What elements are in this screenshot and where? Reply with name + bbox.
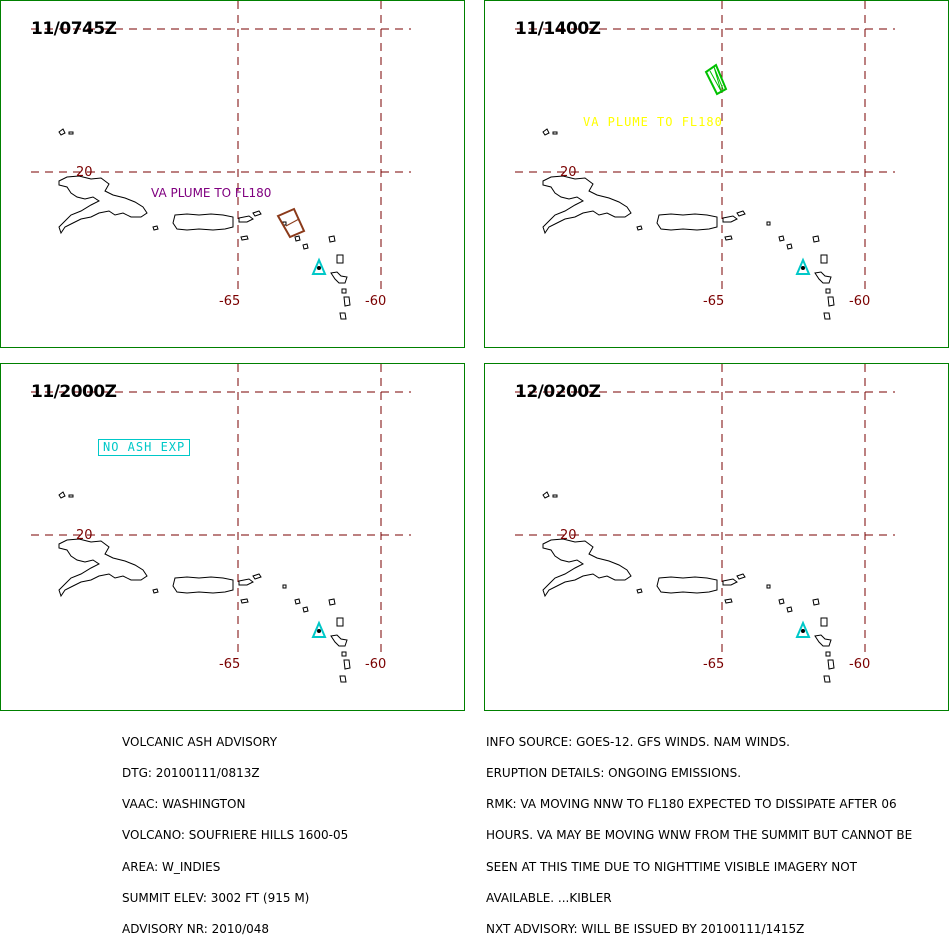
- advisory-line: NXT ADVISORY: WILL BE ISSUED BY 20100111…: [486, 922, 805, 937]
- advisory-line: DTG: 20100111/0813Z: [122, 766, 260, 781]
- volcano-triangle: [795, 620, 811, 638]
- longitude-label-east: -60: [849, 294, 871, 309]
- plume-description: VA PLUME TO FL180: [151, 186, 272, 200]
- valid-time-label: 11/0745Z: [31, 19, 117, 39]
- longitude-label-east: -60: [849, 657, 871, 672]
- longitude-label-west: -65: [703, 657, 725, 672]
- volcano-marker: [311, 620, 327, 638]
- ash-polygon: [704, 63, 728, 96]
- longitude-label-west: -65: [219, 294, 241, 309]
- volcano-marker: [311, 257, 327, 275]
- graticule: [31, 1, 411, 291]
- volcano-marker: [795, 620, 811, 638]
- plume-description: NO ASH EXP: [98, 439, 191, 456]
- advisory-line: VOLCANO: SOUFRIERE HILLS 1600-05: [122, 828, 349, 843]
- map-canvas: [31, 364, 411, 683]
- map-canvas: [31, 1, 411, 320]
- latitude-label: 20: [76, 528, 93, 543]
- volcano-triangle: [311, 257, 327, 275]
- valid-time-label: 12/0200Z: [515, 382, 601, 402]
- volcano-marker: [795, 257, 811, 275]
- map-canvas: [515, 364, 895, 683]
- advisory-line: INFO SOURCE: GOES-12. GFS WINDS. NAM WIN…: [486, 734, 790, 749]
- advisory-line: AREA: W_INDIES: [122, 859, 221, 874]
- advisory-line: ERUPTION DETAILS: ONGOING EMISSIONS.: [486, 766, 742, 781]
- map-canvas: [515, 1, 895, 320]
- advisory-line: SUMMIT ELEV: 3002 FT (915 M): [122, 890, 310, 905]
- graticule: [31, 364, 411, 654]
- advisory-right: INFO SOURCE: GOES-12. GFS WINDS. NAM WIN…: [486, 716, 912, 945]
- latitude-label: 20: [76, 165, 93, 180]
- coastline: [58, 491, 351, 683]
- map-panel-3: 11/2000Z 20 -65 -60 NO ASH EXP: [0, 363, 465, 711]
- graticule: [515, 1, 895, 291]
- volcano-triangle: [795, 257, 811, 275]
- advisory-line: ADVISORY NR: 2010/048: [122, 922, 270, 937]
- valid-time-label: 11/2000Z: [31, 382, 117, 402]
- valid-time-label: 11/1400Z: [515, 19, 601, 39]
- longitude-label-west: -65: [219, 657, 241, 672]
- latitude-label: 20: [560, 528, 577, 543]
- longitude-label-east: -60: [365, 294, 387, 309]
- advisory-left: VOLCANIC ASH ADVISORY DTG: 20100111/0813…: [122, 716, 348, 945]
- volcano-summit-dot: [317, 629, 321, 633]
- plume-description: VA PLUME TO FL180: [583, 115, 723, 129]
- ash-polygon: [276, 207, 306, 239]
- map-panel-2: 11/1400Z 20 -65 -60 VA PLUME TO FL180: [484, 0, 949, 348]
- coastline: [58, 128, 351, 320]
- coastline: [542, 491, 835, 683]
- advisory-line: RMK: VA MOVING NNW TO FL180 EXPECTED TO …: [486, 797, 897, 812]
- volcano-summit-dot: [801, 629, 805, 633]
- graticule: [515, 364, 895, 654]
- advisory-line: HOURS. VA MAY BE MOVING WNW FROM THE SUM…: [486, 828, 913, 843]
- map-panel-4: 12/0200Z 20 -65 -60: [484, 363, 949, 711]
- longitude-label-west: -65: [703, 294, 725, 309]
- advisory-line: VOLCANIC ASH ADVISORY: [122, 734, 278, 749]
- volcano-summit-dot: [801, 266, 805, 270]
- coastline: [542, 128, 835, 320]
- advisory-line: VAAC: WASHINGTON: [122, 797, 246, 812]
- longitude-label-east: -60: [365, 657, 387, 672]
- volcano-summit-dot: [317, 266, 321, 270]
- volcano-triangle: [311, 620, 327, 638]
- map-panel-1: 11/0745Z 20 -65 -60 VA PLUME TO FL180: [0, 0, 465, 348]
- advisory-line: SEEN AT THIS TIME DUE TO NIGHTTIME VISIB…: [486, 859, 857, 874]
- advisory-line: AVAILABLE. ...KIBLER: [486, 890, 612, 905]
- latitude-label: 20: [560, 165, 577, 180]
